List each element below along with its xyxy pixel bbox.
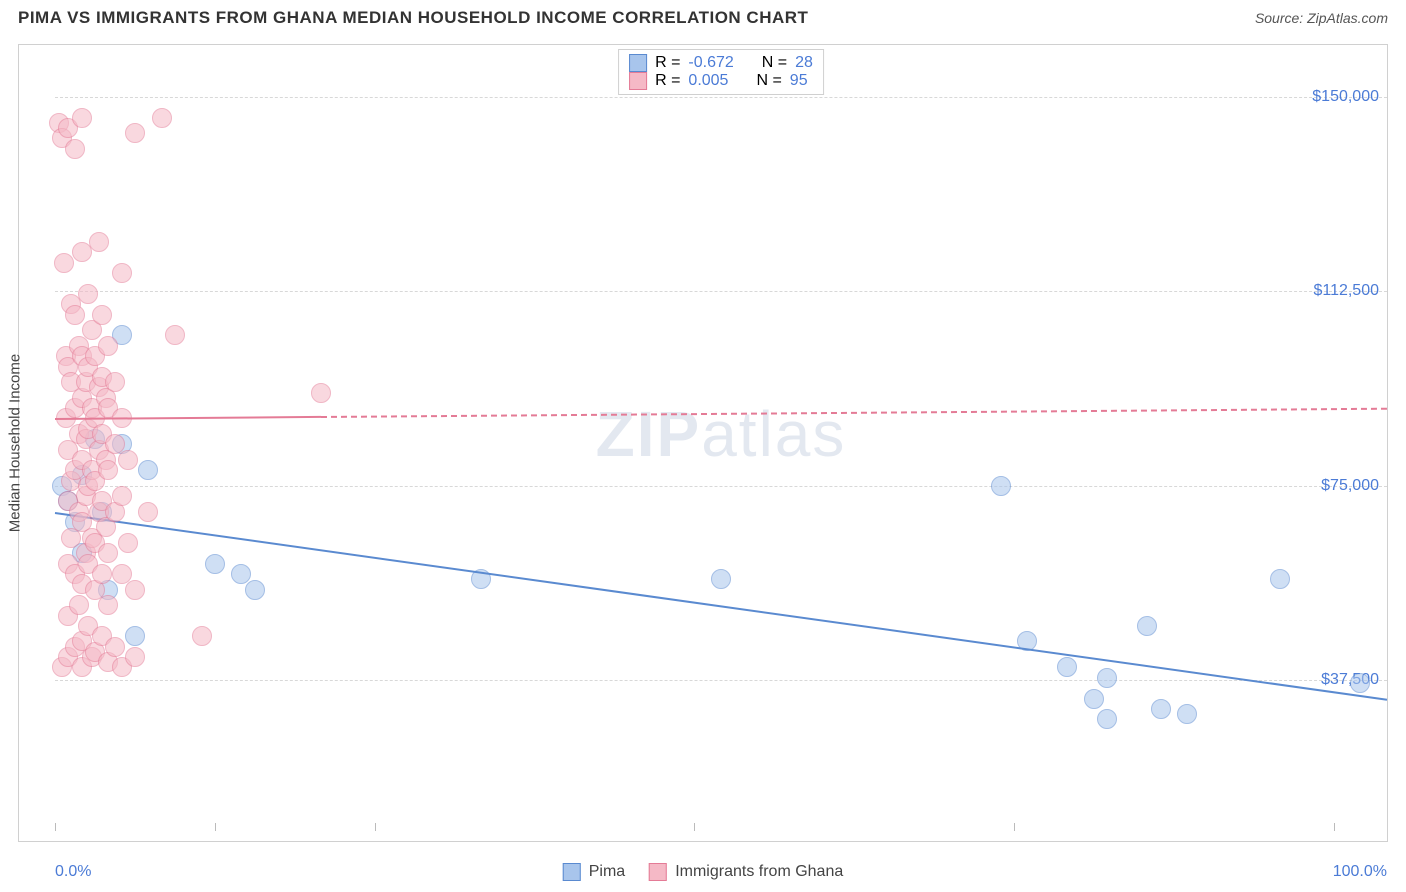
data-point <box>65 305 85 325</box>
data-point <box>92 564 112 584</box>
legend-series: Pima Immigrants from Ghana <box>563 863 844 881</box>
data-point <box>98 543 118 563</box>
data-point <box>112 486 132 506</box>
data-point <box>1097 668 1117 688</box>
x-tick <box>55 823 56 831</box>
watermark: ZIPatlas <box>596 397 847 471</box>
legend-series-name: Pima <box>589 863 625 881</box>
data-point <box>311 383 331 403</box>
data-point <box>125 647 145 667</box>
legend-r-label: R = <box>655 72 680 90</box>
data-point <box>1057 657 1077 677</box>
legend-r-value: -0.672 <box>688 54 733 72</box>
legend-series-name: Immigrants from Ghana <box>675 863 843 881</box>
legend-r-label: R = <box>655 54 680 72</box>
legend-swatch <box>629 72 647 90</box>
data-point <box>98 460 118 480</box>
data-point <box>125 626 145 646</box>
legend-stat-row: R = 0.005 N = 95 <box>629 72 813 90</box>
data-point <box>138 502 158 522</box>
y-tick-label: $112,500 <box>1313 282 1379 300</box>
legend-stat-row: R = -0.672 N = 28 <box>629 54 813 72</box>
y-tick-label: $75,000 <box>1321 477 1379 495</box>
data-point <box>165 325 185 345</box>
legend-series-item: Immigrants from Ghana <box>649 863 843 881</box>
data-point <box>192 626 212 646</box>
chart-title: PIMA VS IMMIGRANTS FROM GHANA MEDIAN HOU… <box>18 8 808 28</box>
x-tick <box>215 823 216 831</box>
trend-line <box>321 408 1387 418</box>
data-point <box>1097 709 1117 729</box>
gridline <box>55 680 1387 681</box>
x-tick <box>694 823 695 831</box>
gridline <box>55 97 1387 98</box>
y-tick-label: $150,000 <box>1312 88 1379 106</box>
x-tick <box>375 823 376 831</box>
data-point <box>1177 704 1197 724</box>
legend-n-value: 28 <box>795 54 813 72</box>
data-point <box>711 569 731 589</box>
data-point <box>991 476 1011 496</box>
data-point <box>105 637 125 657</box>
data-point <box>125 580 145 600</box>
y-axis-label: Median Household Income <box>7 354 24 532</box>
legend-stats: R =-0.672N =28R =0.005N =95 <box>618 49 824 95</box>
data-point <box>1084 689 1104 709</box>
x-axis-min-label: 0.0% <box>55 863 91 881</box>
data-point <box>89 232 109 252</box>
legend-swatch <box>629 54 647 72</box>
data-point <box>205 554 225 574</box>
gridline <box>55 291 1387 292</box>
data-point <box>125 123 145 143</box>
data-point <box>92 305 112 325</box>
legend-r-value: 0.005 <box>688 72 728 90</box>
data-point <box>69 595 89 615</box>
legend-swatch <box>649 863 667 881</box>
data-point <box>98 595 118 615</box>
data-point <box>152 108 172 128</box>
legend-n-value: 95 <box>790 72 808 90</box>
data-point <box>1350 673 1370 693</box>
data-point <box>98 336 118 356</box>
data-point <box>72 108 92 128</box>
data-point <box>1270 569 1290 589</box>
x-tick <box>1014 823 1015 831</box>
chart-area: Median Household Income ZIPatlas R =-0.6… <box>18 44 1388 842</box>
data-point <box>118 450 138 470</box>
legend-n-label: N = <box>756 72 781 90</box>
data-point <box>78 284 98 304</box>
data-point <box>1137 616 1157 636</box>
plot-area: ZIPatlas R =-0.672N =28R =0.005N =95 $37… <box>55 45 1387 823</box>
x-axis-max-label: 100.0% <box>1333 863 1387 881</box>
data-point <box>118 533 138 553</box>
source-label: Source: ZipAtlas.com <box>1255 10 1388 26</box>
data-point <box>1151 699 1171 719</box>
data-point <box>245 580 265 600</box>
legend-n-label: N = <box>762 54 787 72</box>
data-point <box>138 460 158 480</box>
data-point <box>65 139 85 159</box>
data-point <box>112 263 132 283</box>
legend-swatch <box>563 863 581 881</box>
data-point <box>105 372 125 392</box>
x-tick <box>1334 823 1335 831</box>
gridline <box>55 486 1387 487</box>
trend-line <box>55 512 1387 701</box>
legend-series-item: Pima <box>563 863 625 881</box>
